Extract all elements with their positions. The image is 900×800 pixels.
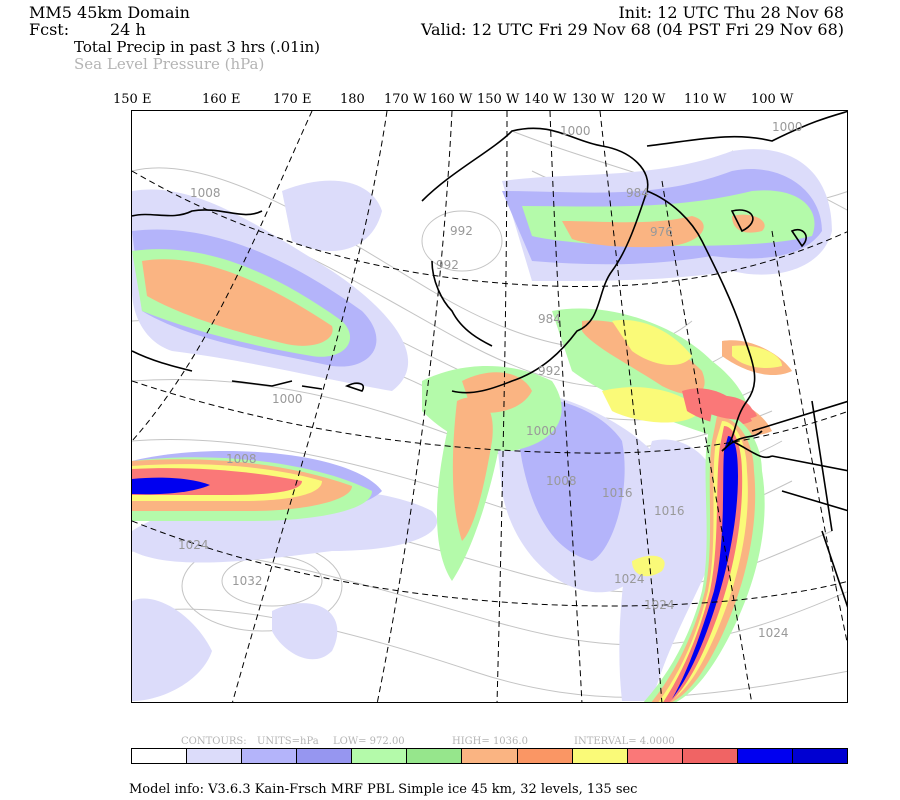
- lon-label: 100 W: [751, 92, 794, 107]
- valid-time: Valid: 12 UTC Fri 29 Nov 68 (04 PST Fri …: [420, 20, 844, 39]
- lon-label: 160 W: [430, 92, 473, 107]
- lon-label: 170 W: [384, 92, 427, 107]
- lon-label: 130 W: [572, 92, 615, 107]
- lon-label: 110 W: [684, 92, 727, 107]
- isobar-label: 1000: [560, 124, 591, 138]
- colorbar-swatch: [462, 749, 518, 763]
- isobar-label: 992: [538, 364, 561, 378]
- isobar-label: 1024: [758, 626, 789, 640]
- graticule: [132, 111, 847, 702]
- colorbar-swatch: [572, 749, 628, 763]
- map-panel: 1000 1000 1008 992 992 984 984 976 992 1…: [131, 110, 848, 703]
- colorbar-swatch: [242, 749, 298, 763]
- forecast-label: Fcst:: [29, 20, 70, 39]
- isobar-label: 1024: [644, 598, 675, 612]
- isobar-label: 1008: [190, 186, 221, 200]
- domain-title: MM5 45km Domain: [29, 3, 190, 22]
- colorbar-swatch: [627, 749, 683, 763]
- colorbar-swatch: [297, 749, 353, 763]
- isobar-label: 976: [650, 225, 673, 239]
- isobar-label: 1024: [614, 572, 645, 586]
- forecast-hour: 24 h: [110, 20, 146, 39]
- lon-label: 160 E: [202, 92, 241, 107]
- isobar-labels: 1000 1000 1008 992 992 984 984 976 992 1…: [178, 120, 803, 640]
- lon-label: 140 W: [524, 92, 567, 107]
- isobar-label: 1016: [654, 504, 685, 518]
- lon-label: 150 E: [113, 92, 152, 107]
- colorbar-swatch: [682, 749, 738, 763]
- lon-label: 150 W: [477, 92, 520, 107]
- contours-interval: INTERVAL= 4.0000: [574, 736, 675, 747]
- isobar-label: 1000: [772, 120, 803, 134]
- colorbar-swatch: [407, 749, 463, 763]
- field-slp-label: Sea Level Pressure (hPa): [74, 55, 265, 73]
- lon-label: 170 E: [273, 92, 312, 107]
- lon-label: 180: [340, 92, 365, 107]
- lon-label: 120 W: [623, 92, 666, 107]
- colorbar-swatch: [187, 749, 243, 763]
- isobar-label: 1032: [232, 574, 263, 588]
- field-precip-label: Total Precip in past 3 hrs (.01in): [74, 38, 321, 56]
- colorbar-swatch: [737, 749, 793, 763]
- isobar-label: 1024: [178, 538, 209, 552]
- model-info: Model info: V3.6.3 Kain-Frsch MRF PBL Si…: [129, 782, 638, 797]
- isobar-label: 992: [436, 258, 459, 272]
- colorbar-swatch: [517, 749, 573, 763]
- isobar-label: 1016: [602, 486, 633, 500]
- precip-shading: [132, 149, 832, 702]
- colorbar-swatch: [352, 749, 408, 763]
- isobar-label: 984: [626, 186, 649, 200]
- contours-low: LOW= 972.00: [333, 736, 405, 747]
- isobar-label: 984: [538, 312, 561, 326]
- isobar-label: 1000: [526, 424, 557, 438]
- contours-label: CONTOURS:: [181, 736, 247, 747]
- isobar-label: 1008: [226, 452, 257, 466]
- isobar-label: 1008: [546, 474, 577, 488]
- map-svg: 1000 1000 1008 992 992 984 984 976 992 1…: [132, 111, 847, 702]
- isobar-label: 992: [450, 224, 473, 238]
- colorbar-swatch: [792, 749, 848, 763]
- contours-units: UNITS=hPa: [257, 736, 319, 747]
- coastlines: [132, 111, 847, 608]
- colorbar-swatch: [132, 749, 188, 763]
- precip-colorbar: [131, 748, 848, 764]
- isobar-label: 1000: [272, 392, 303, 406]
- contours-high: HIGH= 1036.0: [452, 736, 528, 747]
- init-time: Init: 12 UTC Thu 28 Nov 68: [618, 3, 844, 22]
